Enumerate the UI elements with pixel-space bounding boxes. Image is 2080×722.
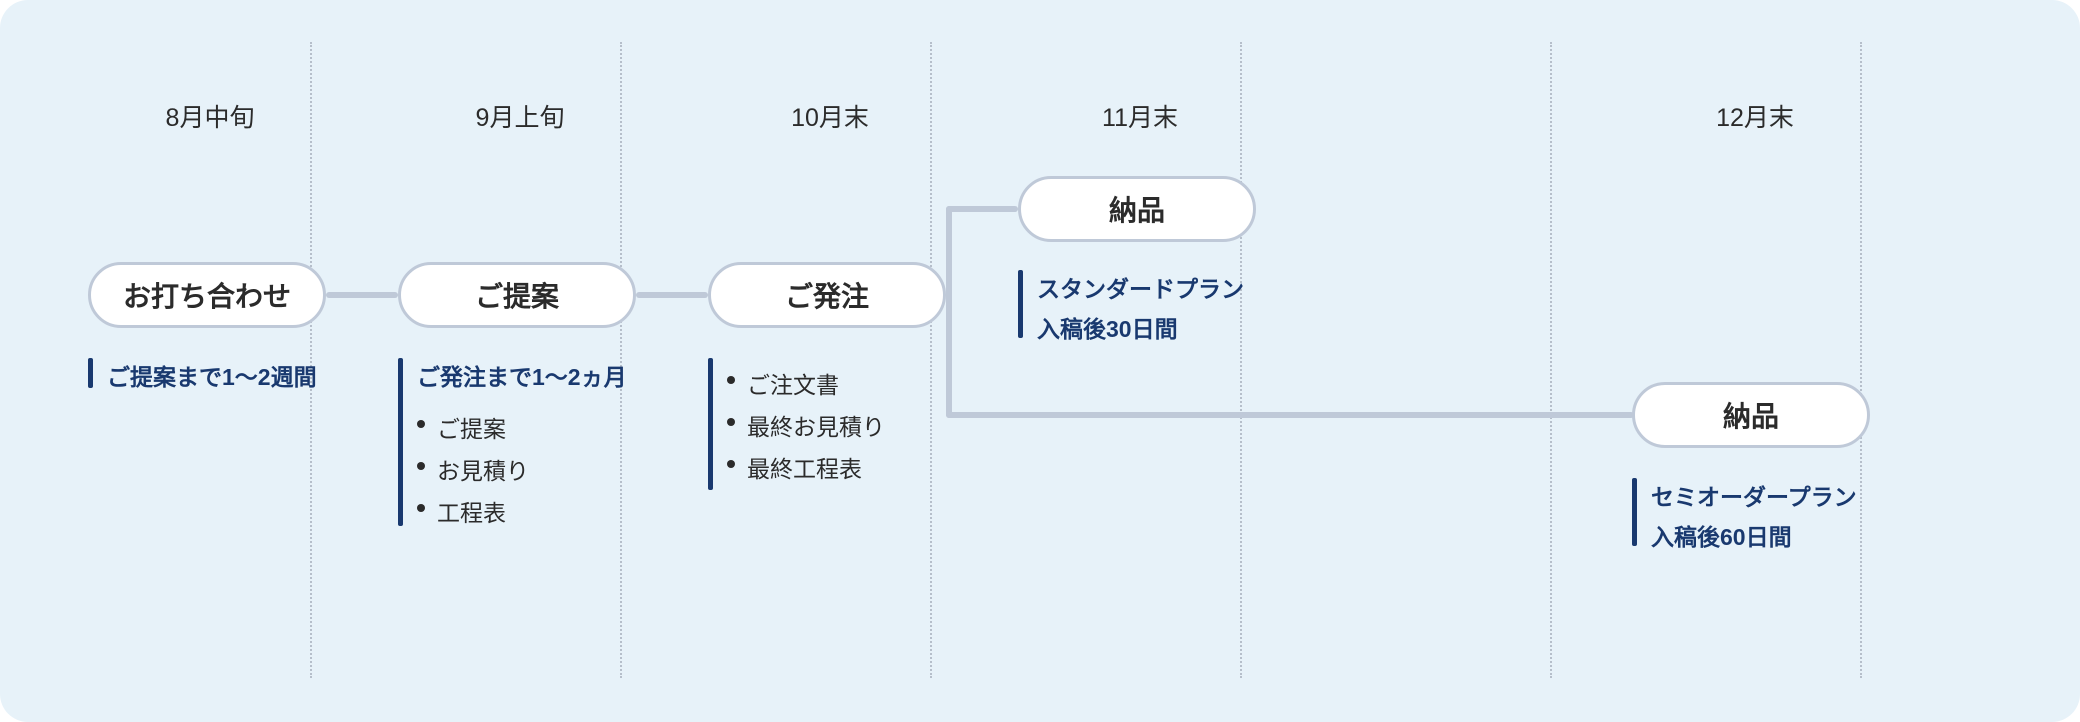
stage-pill-deliver2: 納品 xyxy=(1632,382,1870,448)
stage-pill-label: ご提案 xyxy=(475,275,559,315)
timeline-canvas: 8月中旬9月上旬10月末11月末12月末お打ち合わせご提案ご発注納品納品ご提案ま… xyxy=(0,0,2080,722)
note-bullet: 最終工程表 xyxy=(727,450,885,484)
stage-pill-label: ご発注 xyxy=(785,275,869,315)
bullet-dot-icon xyxy=(727,418,735,426)
note-title: ご提案まで1〜2週間 xyxy=(107,358,317,392)
bullet-dot-icon xyxy=(727,460,735,468)
timeline-divider xyxy=(1550,42,1552,678)
connector-segment xyxy=(946,292,952,418)
stage-pill-label: 納品 xyxy=(1723,395,1779,435)
stage-pill-label: お打ち合わせ xyxy=(123,275,291,315)
timeline-divider xyxy=(930,42,932,678)
note-title: スタンダードプラン xyxy=(1037,270,1244,304)
month-label: 10月末 xyxy=(791,98,869,134)
bullet-dot-icon xyxy=(727,376,735,384)
stage-pill-label: 納品 xyxy=(1109,189,1165,229)
note-n-meeting: ご提案まで1〜2週間 xyxy=(88,358,317,392)
note-text: ご提案まで1〜2週間 xyxy=(93,358,317,392)
note-bullet: ご提案 xyxy=(417,410,627,444)
note-title: ご発注まで1〜2ヵ月 xyxy=(417,358,627,392)
note-n-proposal: ご発注まで1〜2ヵ月ご提案お見積り工程表 xyxy=(398,358,627,528)
stage-pill-deliver1: 納品 xyxy=(1018,176,1256,242)
month-label: 9月上旬 xyxy=(476,98,565,134)
month-label: 11月末 xyxy=(1102,98,1178,134)
connector-segment xyxy=(946,206,952,298)
stage-pill-meeting: お打ち合わせ xyxy=(88,262,326,328)
bullet-dot-icon xyxy=(417,420,425,428)
bullet-dot-icon xyxy=(417,462,425,470)
note-bullet-list: ご提案お見積り工程表 xyxy=(417,402,627,528)
note-bullet: お見積り xyxy=(417,452,627,486)
note-bullet: 工程表 xyxy=(417,494,627,528)
month-label: 12月末 xyxy=(1716,98,1794,134)
note-bullet: 最終お見積り xyxy=(727,408,885,442)
note-title: セミオーダープラン xyxy=(1651,478,1857,512)
note-bullet-list: ご注文書最終お見積り最終工程表 xyxy=(727,358,885,484)
note-text: ご注文書最終お見積り最終工程表 xyxy=(713,358,885,484)
stage-pill-proposal: ご提案 xyxy=(398,262,636,328)
bullet-dot-icon xyxy=(417,504,425,512)
connector-segment xyxy=(946,412,1634,418)
stage-pill-order: ご発注 xyxy=(708,262,946,328)
note-n-deliver1: スタンダードプラン入稿後30日間 xyxy=(1018,270,1244,344)
note-n-order: ご注文書最終お見積り最終工程表 xyxy=(708,358,885,490)
note-bullet: ご注文書 xyxy=(727,366,885,400)
note-n-deliver2: セミオーダープラン入稿後60日間 xyxy=(1632,478,1857,552)
timeline-divider xyxy=(1240,42,1242,678)
note-title-line2: 入稿後30日間 xyxy=(1037,310,1244,344)
note-text: ご発注まで1〜2ヵ月ご提案お見積り工程表 xyxy=(403,358,627,528)
connector-segment xyxy=(636,292,708,298)
timeline-divider xyxy=(1860,42,1862,678)
note-title-line2: 入稿後60日間 xyxy=(1651,518,1857,552)
note-text: セミオーダープラン入稿後60日間 xyxy=(1637,478,1857,552)
note-text: スタンダードプラン入稿後30日間 xyxy=(1023,270,1244,344)
connector-segment xyxy=(326,292,398,298)
connector-segment xyxy=(946,206,1018,212)
month-label: 8月中旬 xyxy=(166,98,255,134)
